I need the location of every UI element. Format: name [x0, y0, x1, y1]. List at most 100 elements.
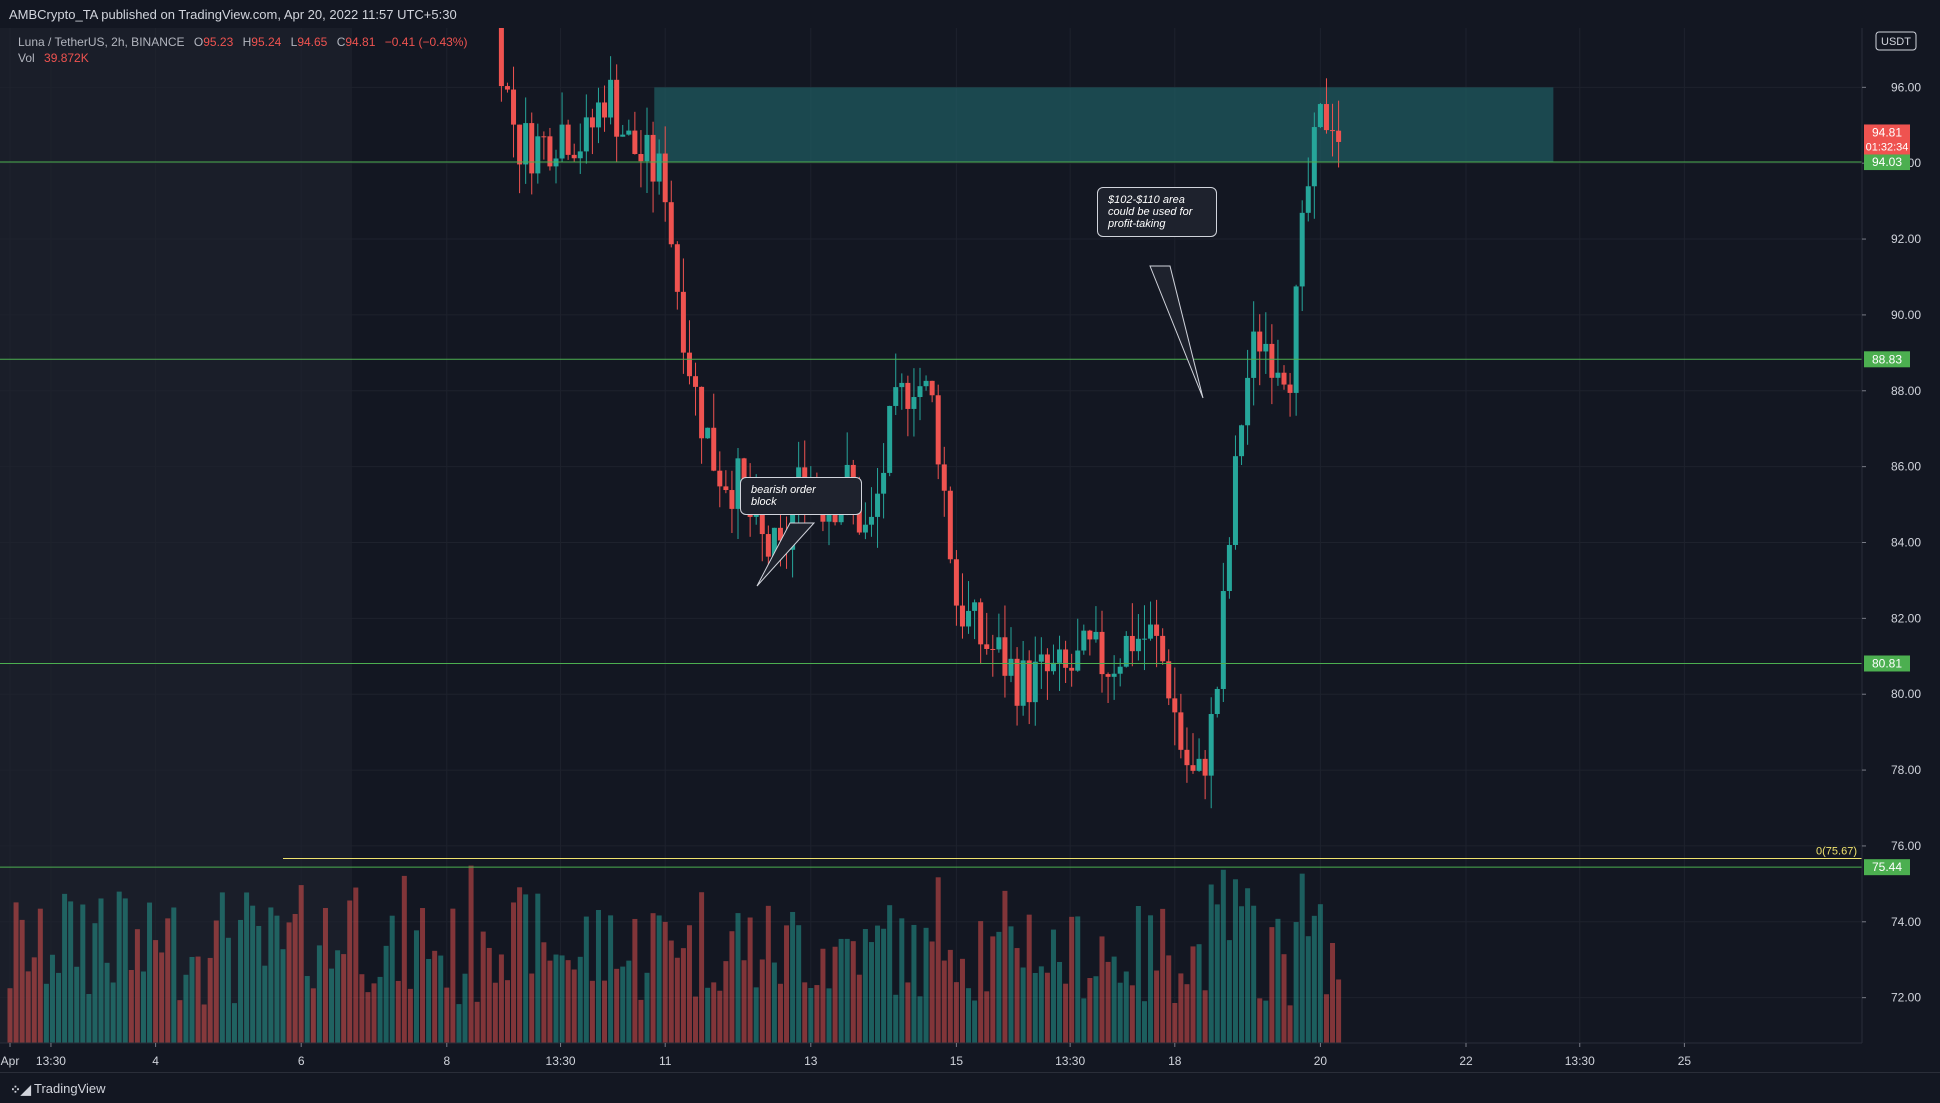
candle-body[interactable] — [1050, 662, 1056, 672]
candle-body[interactable] — [1154, 624, 1160, 636]
candle-body[interactable] — [1202, 758, 1208, 776]
candle-body[interactable] — [662, 153, 668, 203]
candle-body[interactable] — [929, 380, 935, 396]
candle-body[interactable] — [1330, 130, 1336, 132]
candle-body[interactable] — [608, 79, 614, 118]
candle-body[interactable] — [1299, 212, 1305, 287]
candle-body[interactable] — [1111, 673, 1117, 677]
candle-body[interactable] — [541, 136, 547, 138]
candle-body[interactable] — [1245, 377, 1251, 426]
order-block-callout[interactable]: bearish order block — [740, 477, 862, 515]
candle-body[interactable] — [905, 382, 911, 409]
candle-body[interactable] — [881, 472, 887, 494]
candle-body[interactable] — [868, 516, 874, 525]
candle-body[interactable] — [1305, 186, 1311, 213]
candle-body[interactable] — [1251, 331, 1257, 378]
candle-body[interactable] — [644, 134, 650, 162]
candle-body[interactable] — [1226, 544, 1232, 592]
order-block-zone[interactable] — [654, 87, 1554, 163]
candle-body[interactable] — [1220, 591, 1226, 689]
candle-body[interactable] — [996, 637, 1002, 650]
candle-body[interactable] — [535, 136, 541, 174]
candle-body[interactable] — [1208, 714, 1214, 776]
candle-body[interactable] — [638, 154, 644, 162]
candle-body[interactable] — [1129, 635, 1135, 652]
candle-body[interactable] — [1166, 661, 1172, 699]
volume-label[interactable]: Vol — [18, 51, 35, 65]
candle-body[interactable] — [1275, 372, 1281, 378]
candle-body[interactable] — [602, 102, 608, 118]
price-chart[interactable]: 1(119.55)0.786(110.16)0.702(106.47)0.618… — [0, 28, 1940, 1072]
support-price-tag[interactable] — [1864, 859, 1910, 876]
candle-body[interactable] — [1075, 650, 1081, 671]
candle-body[interactable] — [571, 154, 577, 159]
candle-body[interactable] — [723, 486, 729, 491]
candle-body[interactable] — [1196, 758, 1202, 771]
candle-body[interactable] — [1239, 425, 1245, 457]
currency-badge[interactable] — [1875, 31, 1917, 51]
candle-body[interactable] — [899, 382, 905, 388]
candle-body[interactable] — [862, 524, 868, 533]
candle-body[interactable] — [547, 136, 553, 167]
candle-body[interactable] — [959, 605, 965, 627]
candle-body[interactable] — [1263, 343, 1269, 352]
candle-body[interactable] — [917, 386, 923, 398]
candle-body[interactable] — [1087, 630, 1093, 640]
candle-body[interactable] — [674, 244, 680, 292]
candle-body[interactable] — [1093, 631, 1099, 640]
candle-body[interactable] — [875, 493, 881, 517]
candle-body[interactable] — [759, 504, 765, 535]
candle-body[interactable] — [1232, 456, 1238, 545]
candle-body[interactable] — [699, 386, 705, 439]
candle-body[interactable] — [1336, 130, 1342, 142]
last-price-tag[interactable] — [1864, 124, 1910, 155]
candle-body[interactable] — [529, 123, 535, 174]
candle-body[interactable] — [686, 352, 692, 377]
candle-body[interactable] — [595, 102, 601, 128]
candle-body[interactable] — [1135, 638, 1141, 652]
candle-body[interactable] — [1063, 649, 1069, 668]
candle-body[interactable] — [589, 117, 595, 128]
candle-body[interactable] — [1160, 635, 1166, 662]
tradingview-brand[interactable]: TradingView — [34, 1081, 106, 1096]
candle-body[interactable] — [632, 130, 638, 155]
candle-body[interactable] — [1214, 688, 1220, 715]
candle-body[interactable] — [517, 124, 523, 165]
tradingview-logo-icon[interactable]: ⁘◢ — [10, 1082, 31, 1097]
candle-body[interactable] — [1281, 372, 1287, 385]
candle-body[interactable] — [1257, 331, 1263, 352]
candle-body[interactable] — [1123, 635, 1129, 667]
candle-body[interactable] — [1287, 384, 1293, 393]
candle-body[interactable] — [693, 376, 699, 387]
symbol-title[interactable]: Luna / TetherUS, 2h, BINANCE — [18, 35, 185, 49]
candle-body[interactable] — [832, 511, 838, 523]
candle-body[interactable] — [705, 427, 711, 439]
candle-body[interactable] — [1032, 661, 1038, 703]
candle-body[interactable] — [1099, 631, 1105, 675]
candle-body[interactable] — [972, 602, 978, 611]
candle-body[interactable] — [498, 28, 504, 87]
candle-body[interactable] — [1026, 660, 1032, 703]
candle-body[interactable] — [1311, 127, 1317, 187]
support-price-tag[interactable] — [1864, 655, 1910, 672]
support-price-tag[interactable] — [1864, 351, 1910, 368]
support-price-tag[interactable] — [1864, 154, 1910, 171]
candle-body[interactable] — [741, 458, 747, 489]
candle-body[interactable] — [656, 153, 662, 182]
profit-taking-callout[interactable]: $102-$110 area could be used for profit-… — [1097, 187, 1217, 237]
candle-body[interactable] — [1184, 749, 1190, 766]
candle-body[interactable] — [1020, 660, 1026, 706]
candle-body[interactable] — [1069, 667, 1075, 671]
candle-body[interactable] — [1317, 104, 1323, 128]
candle-body[interactable] — [1081, 630, 1087, 651]
candle-body[interactable] — [1148, 624, 1154, 639]
candle-body[interactable] — [984, 644, 990, 649]
candle-body[interactable] — [1269, 343, 1275, 378]
candle-body[interactable] — [523, 123, 529, 165]
candle-body[interactable] — [680, 291, 686, 353]
candle-body[interactable] — [777, 527, 783, 541]
candle-body[interactable] — [614, 79, 620, 137]
candle-body[interactable] — [711, 427, 717, 471]
candle-body[interactable] — [1178, 712, 1184, 750]
candle-body[interactable] — [559, 124, 565, 159]
